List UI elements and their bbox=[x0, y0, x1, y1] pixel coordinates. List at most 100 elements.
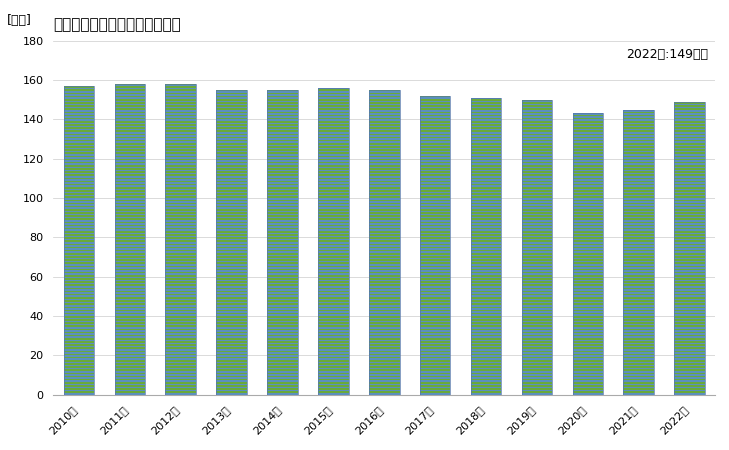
Bar bbox=[165, 84, 196, 395]
Bar bbox=[114, 201, 145, 202]
Bar bbox=[217, 102, 247, 104]
Bar bbox=[217, 198, 247, 199]
Bar bbox=[369, 132, 399, 134]
Bar bbox=[369, 119, 399, 121]
Bar bbox=[114, 146, 145, 148]
Bar bbox=[165, 104, 196, 105]
Bar bbox=[420, 311, 451, 313]
Bar bbox=[369, 121, 399, 122]
Bar bbox=[623, 262, 654, 264]
Bar bbox=[572, 201, 603, 202]
Bar bbox=[420, 124, 451, 126]
Bar bbox=[572, 278, 603, 280]
Bar bbox=[318, 277, 348, 278]
Bar bbox=[674, 110, 705, 112]
Bar bbox=[268, 274, 297, 275]
Bar bbox=[217, 130, 247, 132]
Bar bbox=[165, 237, 196, 239]
Bar bbox=[217, 143, 247, 144]
Bar bbox=[217, 292, 247, 294]
Bar bbox=[165, 126, 196, 127]
Bar bbox=[674, 299, 705, 300]
Bar bbox=[572, 198, 603, 199]
Bar bbox=[268, 267, 297, 269]
Bar bbox=[471, 303, 502, 305]
Bar bbox=[572, 297, 603, 299]
Bar bbox=[572, 281, 603, 283]
Bar bbox=[63, 88, 94, 90]
Bar bbox=[114, 283, 145, 284]
Bar bbox=[114, 113, 145, 115]
Bar bbox=[623, 245, 654, 247]
Bar bbox=[318, 380, 348, 382]
Bar bbox=[114, 108, 145, 110]
Bar bbox=[572, 173, 603, 175]
Bar bbox=[674, 173, 705, 175]
Bar bbox=[165, 364, 196, 366]
Bar bbox=[217, 357, 247, 358]
Bar bbox=[217, 261, 247, 262]
Bar bbox=[623, 332, 654, 333]
Bar bbox=[369, 352, 399, 354]
Bar bbox=[217, 333, 247, 335]
Bar bbox=[623, 349, 654, 351]
Bar bbox=[268, 195, 297, 197]
Bar bbox=[420, 245, 451, 247]
Bar bbox=[369, 107, 399, 108]
Bar bbox=[318, 262, 348, 264]
Bar bbox=[63, 252, 94, 253]
Bar bbox=[114, 374, 145, 376]
Bar bbox=[420, 310, 451, 311]
Bar bbox=[623, 122, 654, 124]
Bar bbox=[217, 135, 247, 137]
Bar bbox=[674, 283, 705, 284]
Bar bbox=[420, 234, 451, 236]
Bar bbox=[420, 192, 451, 194]
Bar bbox=[318, 192, 348, 194]
Bar bbox=[572, 146, 603, 148]
Bar bbox=[623, 305, 654, 306]
Bar bbox=[674, 240, 705, 242]
Bar bbox=[522, 313, 553, 315]
Bar bbox=[420, 341, 451, 343]
Bar bbox=[114, 292, 145, 294]
Bar bbox=[318, 266, 348, 267]
Bar bbox=[114, 299, 145, 300]
Bar bbox=[217, 110, 247, 112]
Bar bbox=[217, 374, 247, 376]
Bar bbox=[217, 90, 247, 91]
Bar bbox=[572, 190, 603, 192]
Bar bbox=[318, 313, 348, 315]
Bar bbox=[674, 121, 705, 122]
Bar bbox=[471, 231, 502, 233]
Bar bbox=[165, 100, 196, 102]
Bar bbox=[522, 144, 553, 146]
Bar bbox=[522, 160, 553, 162]
Bar bbox=[369, 126, 399, 127]
Bar bbox=[318, 143, 348, 144]
Bar bbox=[114, 250, 145, 252]
Bar bbox=[217, 126, 247, 127]
Bar bbox=[63, 289, 94, 291]
Bar bbox=[623, 266, 654, 267]
Bar bbox=[318, 364, 348, 366]
Bar bbox=[369, 190, 399, 192]
Bar bbox=[471, 98, 502, 99]
Bar bbox=[114, 189, 145, 190]
Bar bbox=[217, 390, 247, 392]
Bar bbox=[420, 383, 451, 385]
Bar bbox=[572, 195, 603, 197]
Bar bbox=[165, 108, 196, 110]
Bar bbox=[420, 349, 451, 351]
Bar bbox=[420, 256, 451, 258]
Bar bbox=[420, 100, 451, 102]
Bar bbox=[572, 240, 603, 242]
Bar bbox=[114, 124, 145, 126]
Bar bbox=[318, 223, 348, 225]
Bar bbox=[522, 382, 553, 383]
Bar bbox=[369, 343, 399, 344]
Bar bbox=[369, 221, 399, 223]
Bar bbox=[471, 321, 502, 322]
Bar bbox=[522, 340, 553, 341]
Bar bbox=[420, 194, 451, 195]
